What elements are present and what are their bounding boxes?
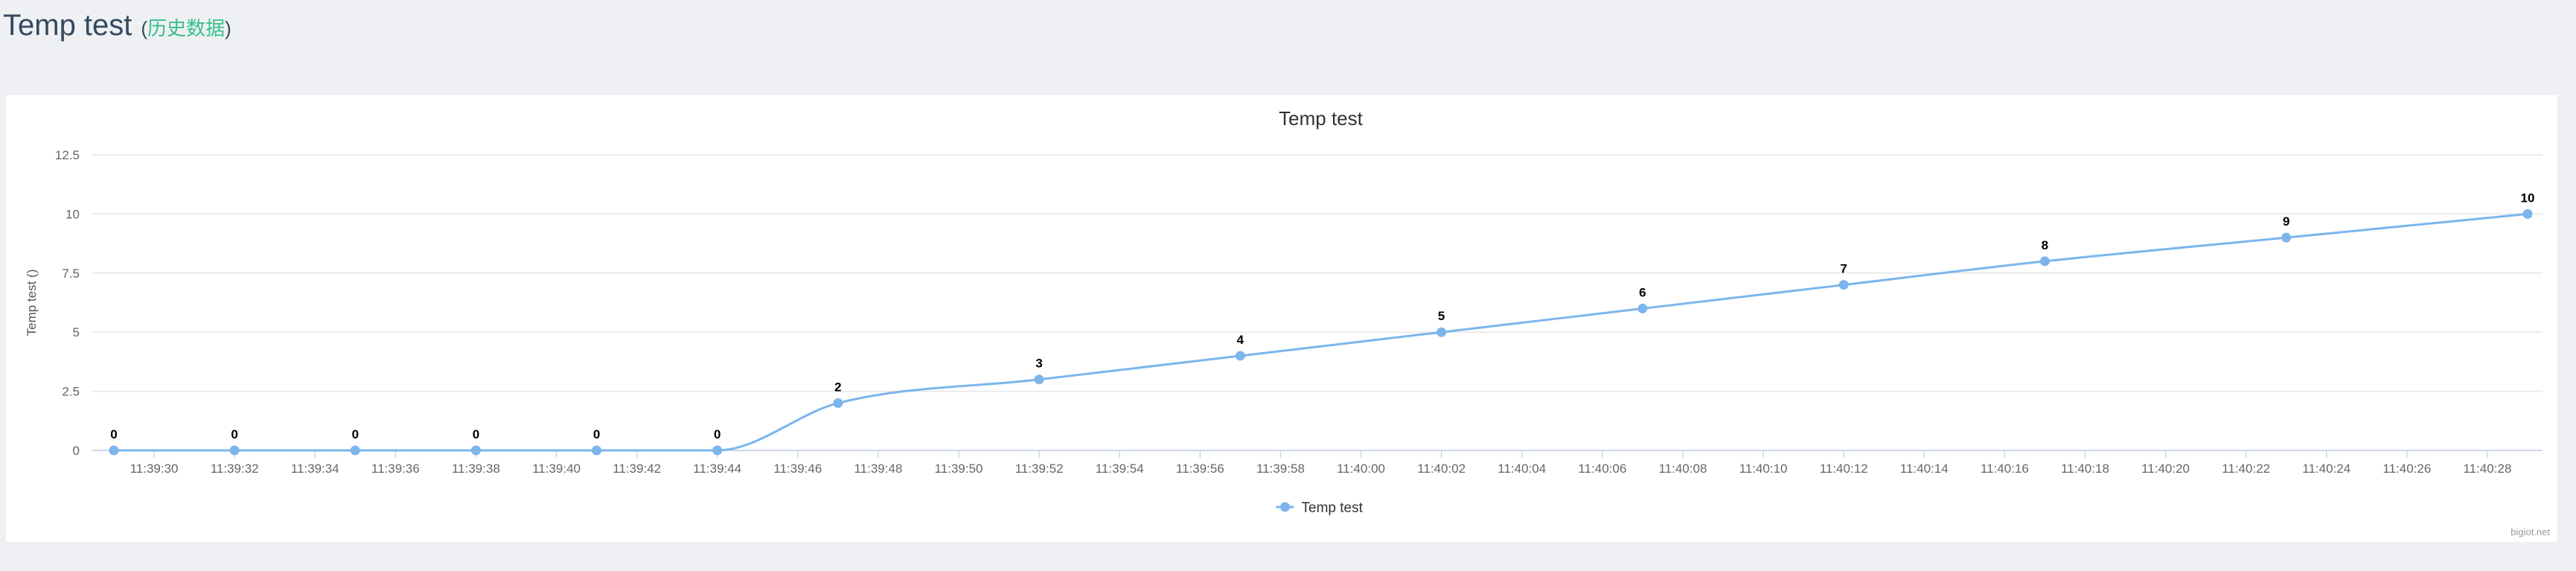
y-tick-label: 10 bbox=[65, 207, 80, 221]
data-point[interactable] bbox=[592, 445, 602, 456]
data-point[interactable] bbox=[1637, 303, 1648, 313]
data-point[interactable] bbox=[2522, 208, 2533, 219]
data-label: 0 bbox=[714, 427, 720, 441]
y-axis-label: Temp test () bbox=[25, 269, 39, 336]
x-tick-label: 11:39:40 bbox=[532, 462, 581, 476]
data-point[interactable] bbox=[350, 445, 360, 456]
legend-label[interactable]: Temp test bbox=[1302, 500, 1364, 516]
x-tick-label: 11:39:36 bbox=[371, 462, 420, 476]
page-header: Temp test (历史数据) bbox=[3, 9, 231, 54]
x-tick-label: 11:39:32 bbox=[211, 462, 259, 476]
x-tick-label: 11:39:58 bbox=[1256, 462, 1305, 476]
x-tick-label: 11:40:04 bbox=[1498, 462, 1546, 476]
x-tick-label: 11:39:52 bbox=[1015, 462, 1064, 476]
x-tick-label: 11:40:26 bbox=[2382, 462, 2431, 476]
data-label: 6 bbox=[1639, 285, 1646, 299]
x-tick-label: 11:40:24 bbox=[2302, 462, 2350, 476]
x-tick-label: 11:39:50 bbox=[935, 462, 983, 476]
data-label: 2 bbox=[834, 380, 841, 394]
x-tick-label: 11:39:42 bbox=[613, 462, 661, 476]
y-tick-label: 7.5 bbox=[62, 267, 80, 281]
x-tick-label: 11:40:22 bbox=[2222, 462, 2270, 476]
x-tick-label: 11:39:30 bbox=[130, 462, 179, 476]
x-tick-label: 11:40:08 bbox=[1658, 462, 1707, 476]
x-tick-label: 11:39:34 bbox=[291, 462, 339, 476]
paren-close: ) bbox=[225, 17, 231, 39]
y-tick-label: 5 bbox=[73, 325, 80, 339]
x-tick-label: 11:39:38 bbox=[452, 462, 500, 476]
x-tick-label: 11:39:44 bbox=[693, 462, 741, 476]
x-tick-label: 11:40:14 bbox=[1900, 462, 1949, 476]
data-point[interactable] bbox=[109, 445, 119, 456]
x-tick-label: 11:39:48 bbox=[854, 462, 902, 476]
x-tick-label: 11:40:02 bbox=[1417, 462, 1466, 476]
data-point[interactable] bbox=[1034, 374, 1044, 385]
chart-panel: Temp test 0 2.5 5 7.5 10 12.5 Temp test () 11:39… bbox=[6, 95, 2557, 542]
data-label: 0 bbox=[473, 427, 479, 441]
data-point[interactable] bbox=[1235, 351, 1245, 361]
data-label: 10 bbox=[2521, 191, 2535, 205]
legend-marker-icon[interactable] bbox=[1280, 502, 1290, 512]
data-label: 9 bbox=[2283, 214, 2289, 229]
data-label: 0 bbox=[110, 427, 117, 441]
line-chart: Temp test 0 2.5 5 7.5 10 12.5 Temp test () 11:39… bbox=[25, 107, 2550, 537]
page-title: Temp test bbox=[3, 9, 132, 42]
data-label: 0 bbox=[352, 427, 359, 441]
y-tick-label: 12.5 bbox=[55, 148, 80, 162]
x-tick-label: 11:40:18 bbox=[2061, 462, 2109, 476]
data-point[interactable] bbox=[833, 398, 843, 408]
x-tick-label: 11:39:46 bbox=[773, 462, 822, 476]
x-tick-label: 11:40:16 bbox=[1981, 462, 2029, 476]
data-label: 5 bbox=[1438, 309, 1445, 323]
data-label: 7 bbox=[1840, 262, 1847, 276]
data-point[interactable] bbox=[1436, 327, 1447, 337]
data-label: 0 bbox=[593, 427, 600, 441]
data-point[interactable] bbox=[470, 445, 481, 456]
x-tick-label: 11:40:00 bbox=[1337, 462, 1385, 476]
x-tick-label: 11:40:10 bbox=[1739, 462, 1788, 476]
chart-credit[interactable]: bigiot.net bbox=[2511, 526, 2550, 537]
x-tick-label: 11:39:54 bbox=[1096, 462, 1144, 476]
x-tick-label: 11:40:06 bbox=[1578, 462, 1626, 476]
y-tick-label: 0 bbox=[73, 444, 80, 458]
chart-title: Temp test bbox=[1279, 107, 1363, 130]
x-tick-label: 11:40:20 bbox=[2141, 462, 2190, 476]
data-point[interactable] bbox=[2281, 232, 2292, 243]
data-point[interactable] bbox=[712, 445, 723, 456]
data-label: 4 bbox=[1237, 333, 1244, 347]
history-data-link[interactable]: 历史数据 bbox=[147, 17, 226, 39]
data-point[interactable] bbox=[1838, 280, 1849, 290]
x-tick-label: 11:40:12 bbox=[1820, 462, 1868, 476]
x-tick-label: 11:39:56 bbox=[1176, 462, 1224, 476]
y-tick-label: 2.5 bbox=[62, 385, 80, 399]
data-point[interactable] bbox=[2039, 256, 2050, 267]
history-link-wrapper: (历史数据) bbox=[141, 13, 231, 41]
data-label: 3 bbox=[1035, 357, 1042, 371]
paren-open: ( bbox=[141, 17, 148, 39]
x-tick-label: 11:40:28 bbox=[2463, 462, 2511, 476]
data-point[interactable] bbox=[229, 445, 240, 456]
data-label: 8 bbox=[2042, 238, 2048, 252]
data-label: 0 bbox=[231, 427, 237, 441]
